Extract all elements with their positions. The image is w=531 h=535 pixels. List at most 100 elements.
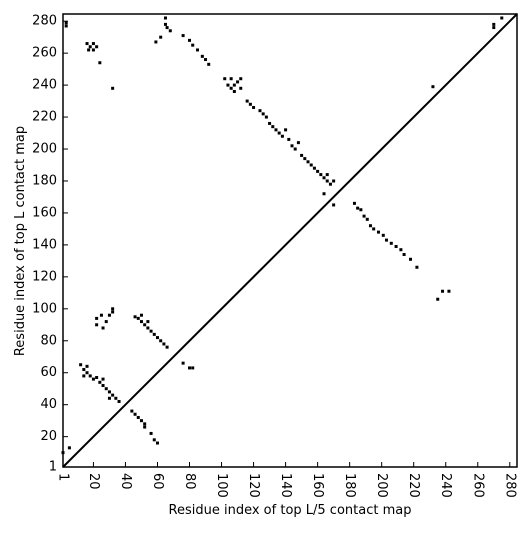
contact-point (104, 387, 108, 391)
contact-point (95, 45, 99, 49)
contact-point (191, 43, 195, 47)
contact-point (149, 329, 153, 333)
y-tick-label: 200 (32, 142, 57, 157)
contact-point (181, 34, 185, 38)
contact-point (399, 248, 403, 252)
contact-point (162, 342, 166, 346)
contact-point (362, 214, 366, 218)
contact-point (139, 419, 143, 423)
contact-point (107, 396, 111, 400)
contact-point (328, 182, 332, 186)
y-tick-label: 220 (32, 110, 57, 125)
contact-point (111, 310, 115, 314)
contact-point (163, 22, 167, 26)
contact-point (365, 217, 369, 221)
contact-point (95, 316, 99, 320)
x-tick-label: 120 (246, 473, 261, 498)
y-tick-label: 100 (32, 301, 57, 316)
contact-point (436, 297, 440, 301)
plot-frame (62, 13, 518, 468)
contact-point (409, 257, 413, 261)
contact-point (95, 376, 99, 380)
contact-point (130, 409, 134, 413)
contact-point (252, 105, 256, 109)
contact-point (431, 85, 435, 89)
contact-point (239, 86, 243, 90)
contact-point (143, 425, 147, 429)
x-tick-label: 220 (406, 473, 421, 498)
contact-point (95, 323, 99, 327)
contact-point (312, 166, 316, 170)
contact-point (101, 377, 105, 381)
contact-point (290, 144, 294, 148)
contact-point (359, 208, 363, 212)
contact-point (296, 141, 300, 145)
contact-point (117, 399, 121, 403)
contact-point (111, 393, 115, 397)
contact-point (229, 86, 233, 90)
contact-point (143, 422, 147, 426)
contact-point (274, 128, 278, 132)
y-tick-label: 280 (32, 14, 57, 29)
y-tick-label: 180 (32, 173, 57, 188)
contact-point (64, 21, 68, 25)
contact-point (287, 137, 291, 141)
y-tick-label: 120 (32, 269, 57, 284)
contact-point (107, 313, 111, 317)
x-tick-label: 180 (342, 473, 357, 498)
contact-point (322, 192, 326, 196)
contact-point (133, 412, 137, 416)
contact-point (204, 58, 208, 62)
y-tick-label: 60 (40, 365, 57, 380)
y-tick-label: 240 (32, 78, 57, 93)
contact-point (368, 224, 372, 228)
contact-point (165, 345, 169, 349)
contact-point (85, 364, 89, 368)
contact-point (155, 441, 159, 445)
contact-point (67, 446, 71, 450)
contact-point (133, 315, 137, 319)
contact-point (226, 83, 230, 87)
contact-point (500, 16, 504, 20)
contact-point (268, 121, 272, 125)
diagonal-line (62, 13, 518, 468)
y-tick-label: 80 (40, 333, 57, 348)
x-tick-label: 60 (150, 473, 165, 490)
contact-point (104, 320, 108, 324)
contact-point (152, 332, 156, 336)
contact-point (232, 89, 236, 93)
x-tick-label: 80 (182, 473, 197, 490)
contact-point (492, 22, 496, 26)
contact-point (394, 244, 398, 248)
contact-point (98, 380, 102, 384)
contact-point (381, 233, 385, 237)
contact-point (85, 42, 89, 46)
contact-point (389, 241, 393, 245)
y-tick-label: 260 (32, 46, 57, 61)
contact-point (258, 109, 262, 113)
contact-point (159, 35, 163, 39)
y-tick-label: 1 (49, 460, 57, 475)
contact-point (261, 112, 265, 116)
x-tick-label: 160 (310, 473, 325, 498)
contact-point (280, 134, 284, 138)
contact-point (136, 316, 140, 320)
contact-point (181, 361, 185, 365)
contact-point (152, 438, 156, 442)
contact-point (284, 128, 288, 132)
y-tick-label: 140 (32, 237, 57, 252)
contact-point (91, 42, 95, 46)
x-tick-label: 40 (118, 473, 133, 490)
contact-point (447, 289, 451, 293)
contact-point (188, 38, 192, 42)
contact-point (415, 265, 419, 269)
contact-point (402, 252, 406, 256)
contact-point (319, 173, 323, 177)
x-tick-label: 20 (86, 473, 101, 490)
contact-point (139, 313, 143, 317)
contact-point (168, 29, 172, 33)
x-tick-label: 260 (470, 473, 485, 498)
x-tick-label: 200 (374, 473, 389, 498)
contact-point (271, 125, 275, 129)
